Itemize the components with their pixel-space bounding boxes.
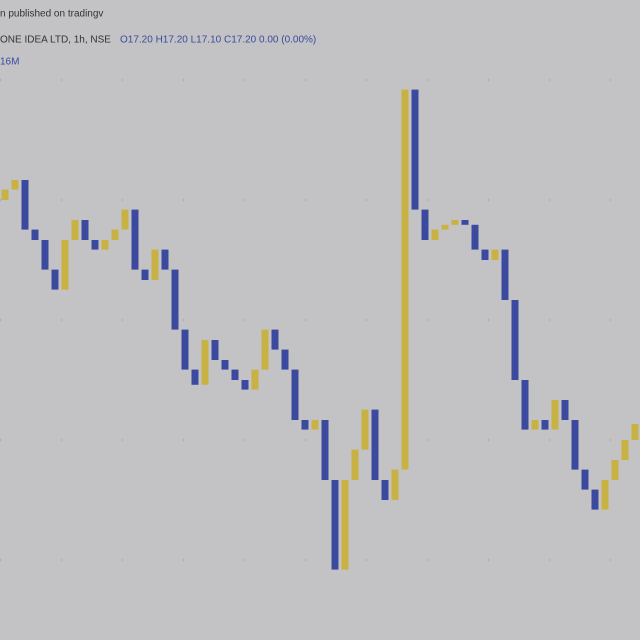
- candle: [31, 229, 39, 240]
- candle: [631, 424, 639, 440]
- candle: [571, 420, 579, 470]
- candle: [311, 420, 319, 430]
- candle: [411, 89, 419, 210]
- candle: [591, 489, 599, 510]
- candle: [611, 460, 619, 480]
- candle: [141, 269, 149, 280]
- candle: [361, 409, 369, 450]
- candle: [81, 220, 89, 240]
- candle: [151, 249, 159, 280]
- candle: [91, 240, 99, 250]
- candle: [41, 240, 49, 270]
- candle: [101, 240, 109, 250]
- candle: [61, 240, 69, 290]
- candle: [1, 189, 9, 200]
- candle: [511, 300, 519, 380]
- ohlc-label: O17.20 H17.20 L17.10 C17.20 0.00 (0.00%): [120, 35, 316, 46]
- symbol: ONE IDEA LTD, 1h, NSE: [0, 35, 111, 46]
- candle: [121, 209, 129, 230]
- candle: [171, 269, 179, 330]
- candle: [391, 469, 399, 500]
- candle: [281, 349, 289, 370]
- published-text: n published on tradingv: [0, 9, 103, 20]
- candle: [461, 220, 469, 225]
- candle: [21, 180, 29, 230]
- candle: [381, 480, 389, 500]
- candle: [471, 224, 479, 250]
- candle: [481, 249, 489, 260]
- candle: [341, 480, 349, 570]
- candle: [211, 340, 219, 360]
- candle: [551, 400, 559, 430]
- candle: [521, 380, 529, 430]
- candle: [291, 369, 299, 420]
- candle: [201, 340, 209, 385]
- candle: [331, 480, 339, 570]
- candle: [221, 360, 229, 370]
- candle: [261, 329, 269, 370]
- candle: [451, 220, 459, 225]
- candle: [71, 220, 79, 240]
- candle: [371, 409, 379, 480]
- candle: [431, 229, 439, 240]
- candle: [251, 369, 259, 390]
- candle: [421, 209, 429, 240]
- candle: [301, 420, 309, 430]
- candle: [501, 249, 509, 300]
- candle: [531, 420, 539, 430]
- candle: [541, 420, 549, 430]
- candle: [441, 224, 449, 230]
- candle: [131, 209, 139, 270]
- candle: [581, 469, 589, 490]
- candle: [231, 369, 239, 380]
- candle: [191, 369, 199, 385]
- candle: [111, 229, 119, 240]
- candle: [51, 269, 59, 290]
- candle: [181, 329, 189, 370]
- volume-label: 16M: [0, 57, 19, 68]
- candle: [321, 420, 329, 480]
- candle: [11, 180, 19, 190]
- candle: [241, 380, 249, 390]
- candle: [161, 249, 169, 270]
- candle: [351, 449, 359, 480]
- candle: [491, 249, 499, 260]
- candle: [271, 329, 279, 350]
- candle: [601, 480, 609, 510]
- candle: [401, 89, 409, 470]
- candle: [561, 400, 569, 420]
- candle: [621, 440, 629, 460]
